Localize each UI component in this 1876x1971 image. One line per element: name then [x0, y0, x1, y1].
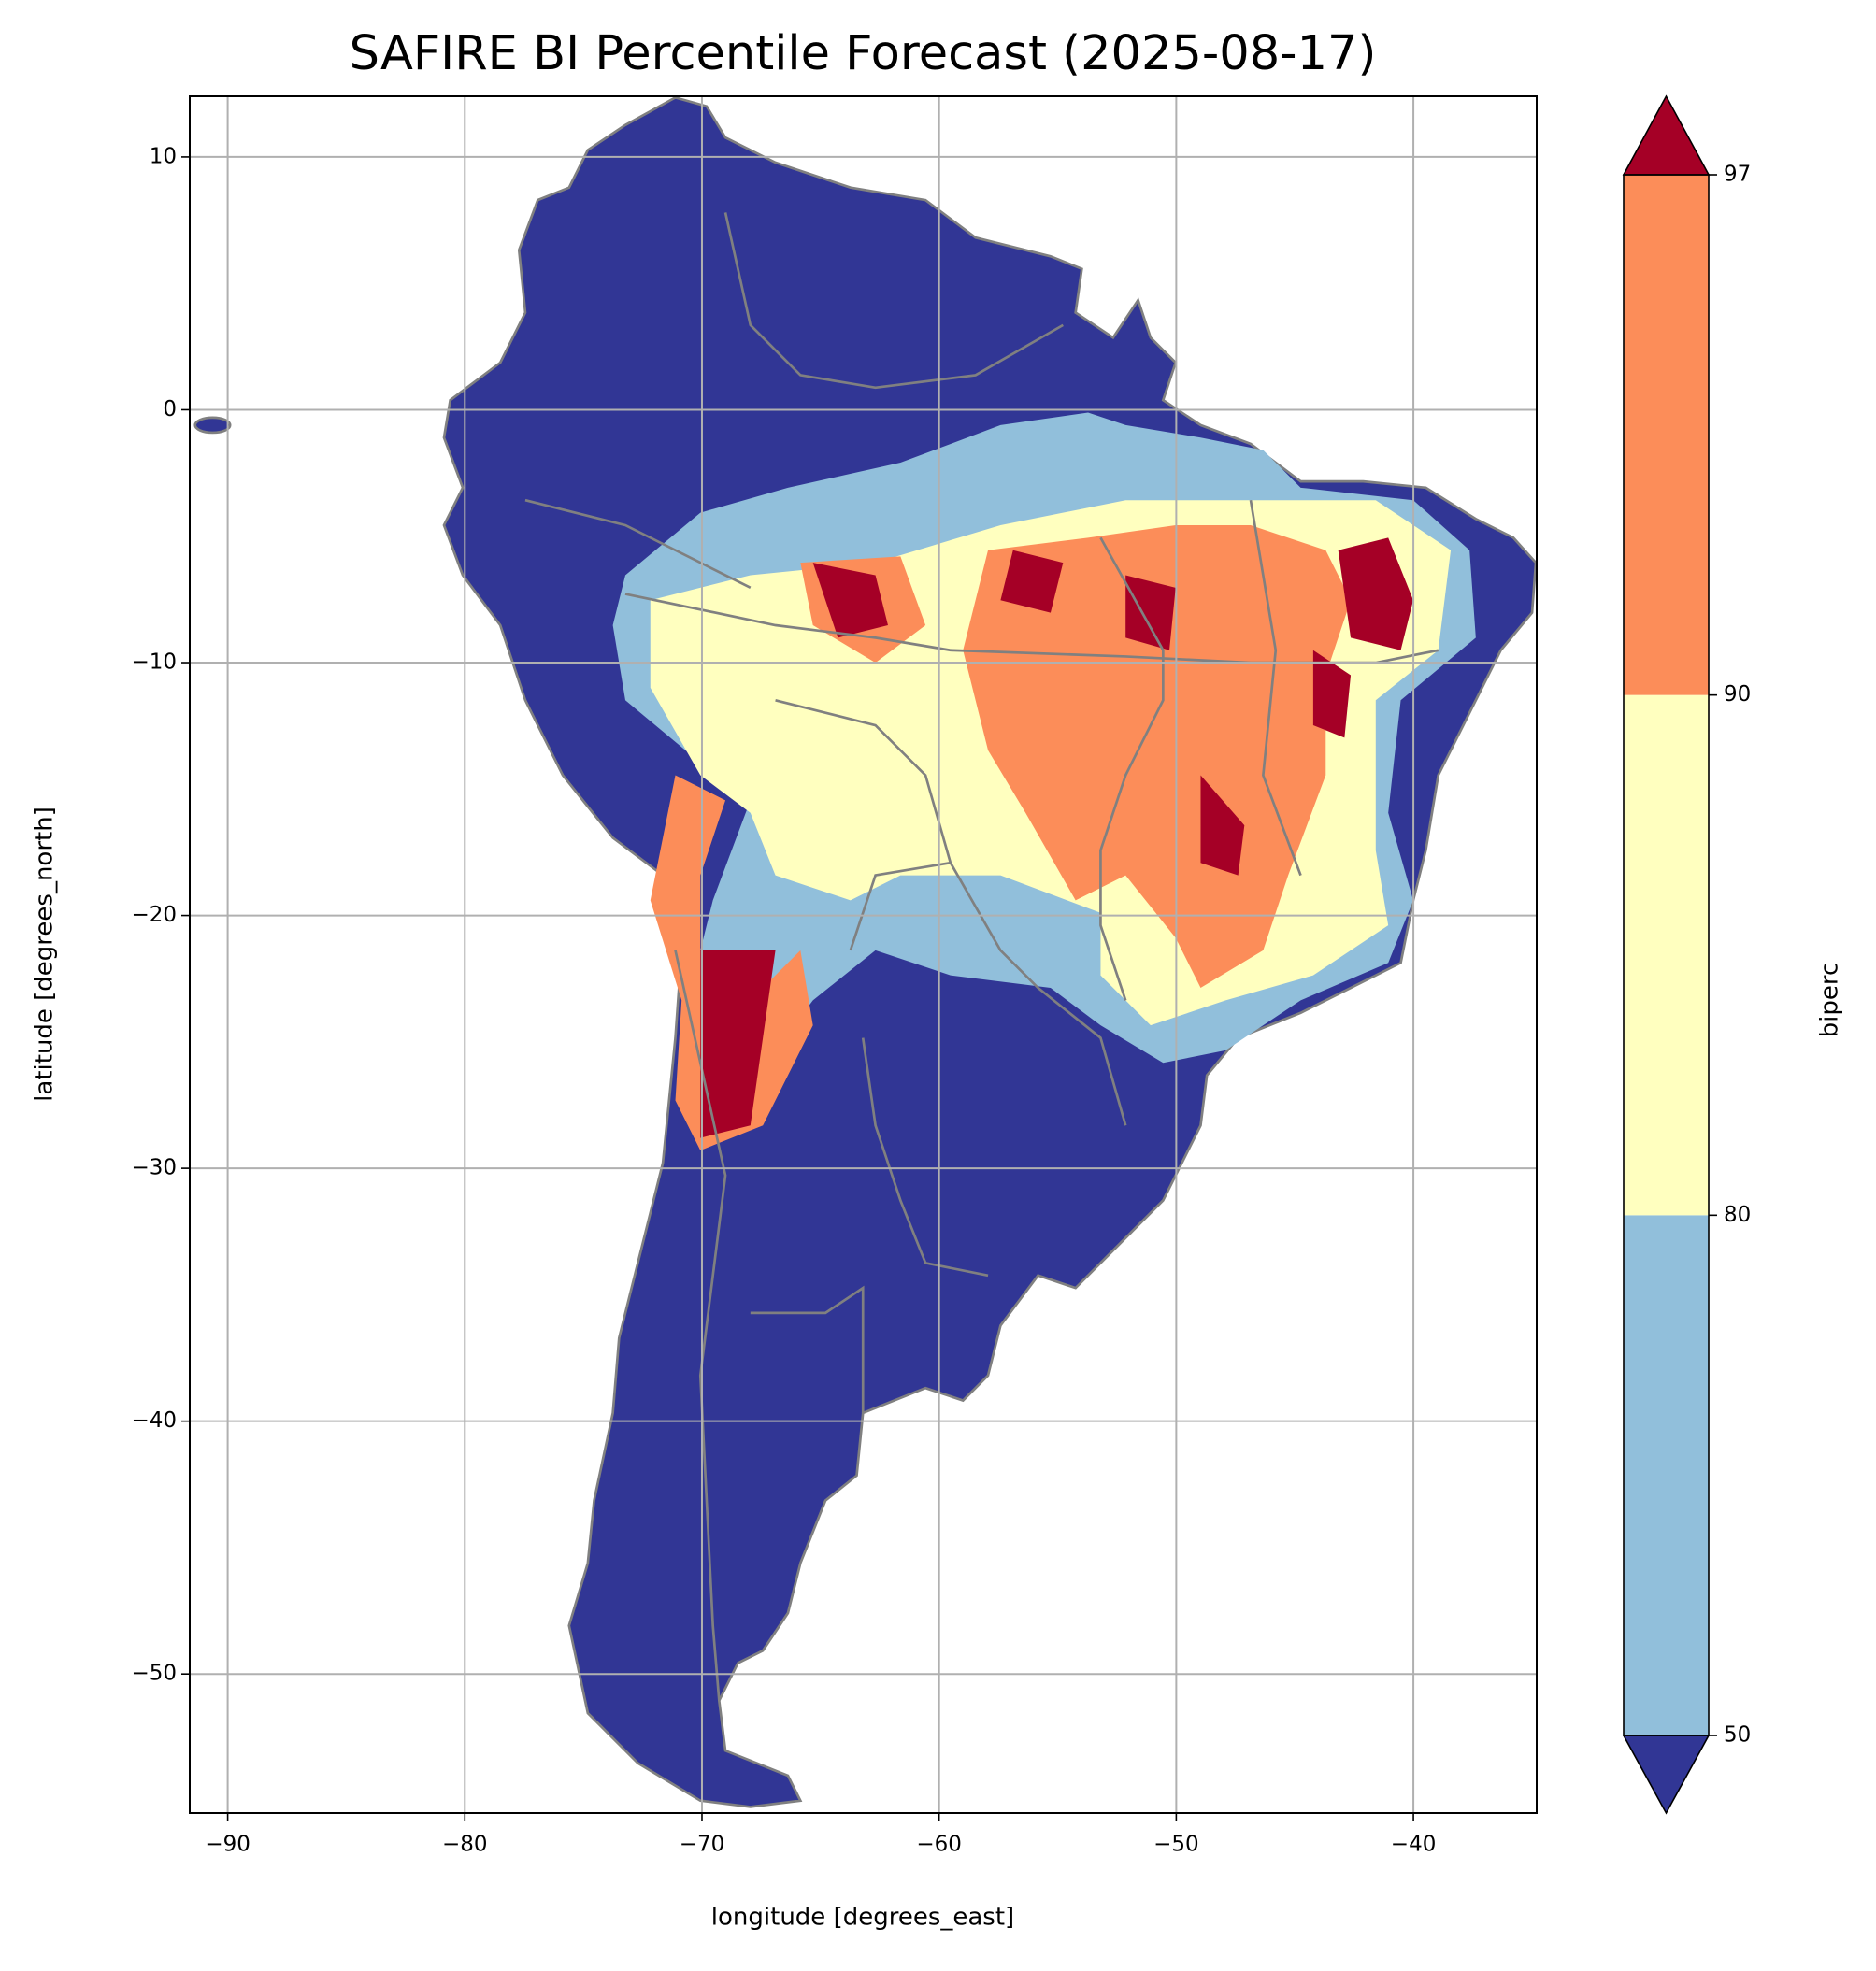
y-tick-label: −40	[131, 1408, 177, 1433]
borders	[524, 212, 1439, 1701]
x-axis-label: longitude [degrees_east]	[711, 1904, 1014, 1932]
x-tick-label: −50	[1153, 1833, 1199, 1857]
x-tick-label: −40	[1391, 1833, 1437, 1857]
colorbar-segment	[1624, 1215, 1709, 1735]
colorbar-label: biperc	[1816, 963, 1844, 1038]
y-axis-label: latitude [degrees_north]	[31, 807, 59, 1102]
colorbar-frame	[1623, 174, 1710, 1736]
y-tick-label: 10	[150, 144, 177, 168]
colorbar-over	[1622, 94, 1711, 176]
colorbar-tick-label: 80	[1724, 1203, 1751, 1227]
y-tick-label: −20	[131, 903, 177, 927]
x-tick-label: −70	[680, 1833, 725, 1857]
colorbar-tick-label: 97	[1724, 163, 1751, 187]
axes-frame	[189, 95, 1538, 1814]
y-tick-label: −30	[131, 1156, 177, 1180]
x-tick-label: −60	[916, 1833, 962, 1857]
colorbar-segment	[1624, 694, 1709, 1216]
islands	[193, 416, 232, 435]
colorbar-under	[1622, 1735, 1711, 1815]
chart-title: SAFIRE BI Percentile Forecast (2025-08-1…	[350, 26, 1377, 81]
y-tick-label: −10	[131, 650, 177, 675]
x-tick-label: −80	[442, 1833, 488, 1857]
colorbar-segment	[1624, 175, 1709, 695]
y-tick-label: −50	[131, 1662, 177, 1686]
colorbar-tick-label: 90	[1724, 682, 1751, 707]
y-tick-label: 0	[163, 397, 177, 421]
x-tick-label: −90	[205, 1833, 251, 1857]
map	[193, 96, 1537, 1808]
map-layer	[193, 96, 1537, 1808]
colorbar-tick-label: 50	[1724, 1723, 1751, 1748]
